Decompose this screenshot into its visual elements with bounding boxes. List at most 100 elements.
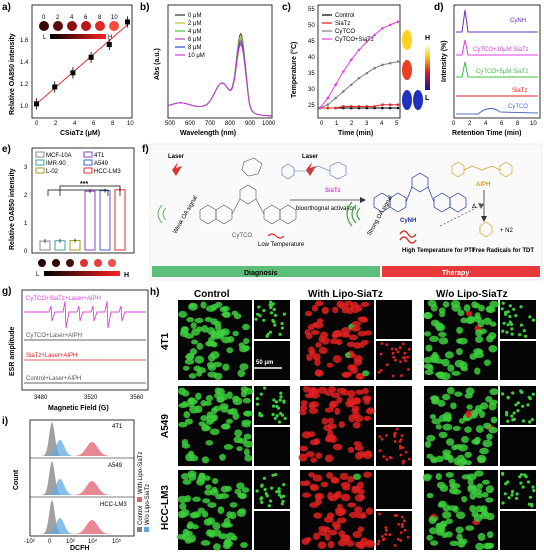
g-lab-1: CyTCO+Laser+AIPH [26,333,82,339]
c-point [381,106,384,110]
d-xticks: 0 2 4 6 8 10 [452,121,537,127]
h-cell [347,476,355,483]
panel-g: g) CyTCO+SiaTz+Laser+AIPH CyTCO+Laser+AI… [2,286,149,412]
panel-e-plot [39,187,126,251]
h-cell [441,532,448,539]
h-cell-small [506,395,510,399]
h-cell [330,338,339,345]
h-cell [479,410,485,419]
f-strong-arc-1 [356,207,361,221]
h-cell [336,396,343,404]
h-cell-small [512,411,516,415]
h-cell [363,471,372,478]
f-laser-2: Laser [302,154,319,160]
h-cell [436,371,446,380]
h-cell [483,422,492,429]
h-cell [222,363,230,371]
h-cell-small [274,473,278,477]
f-bonds [231,198,265,215]
h-cell-small [262,476,266,480]
h-cell-small [399,539,403,542]
h-cell [337,507,347,515]
h-image-green [376,300,412,339]
c-point [334,106,337,110]
h-cell [197,367,206,374]
f-tco-ring [241,157,263,177]
h-cell-small [401,446,405,450]
h-cell [306,353,313,361]
h-cell [305,537,312,542]
h-cell [346,540,355,547]
h-cell [241,487,250,493]
i-leg-swatch-2 [144,527,149,532]
h-cell [476,483,483,489]
h-cell-small [391,351,395,355]
c-leg-2: CyTCO [335,29,355,35]
h-cell [219,453,226,461]
d-lab-3: SiaTz [512,88,527,94]
f-delta: Δ [472,204,476,210]
d-lab-2: CyTCO+5μM SiaTz [476,69,528,75]
c-point [388,106,392,110]
h-cell-small [275,404,279,409]
h-cell [438,337,449,345]
h-cell [355,389,364,395]
e-legend: MCF-10A IMR-90 L-02 4T1 A549 HCC-LM3 [35,151,121,175]
h-cell [324,407,334,413]
h-cell [458,538,468,545]
h-cell [312,322,319,328]
h-cell-small [519,481,523,485]
b-legend: 0 μM 2 μM 4 μM 6 μM 8 μM 10 μM [175,13,205,59]
h-cell-small [510,327,514,331]
f-n2: + N2 [500,228,514,234]
f-cynh: CyNH [400,218,416,224]
h-cell [200,301,207,309]
h-cell-small [400,522,404,526]
h-cell [227,336,235,343]
c-yt-2: 35 [308,71,315,77]
h-cell [430,319,440,327]
h-cell [238,508,247,514]
h-cell-small [506,310,510,314]
h-cell-small [519,473,524,477]
h-cell [184,418,193,425]
c-thermal-0 [402,30,412,50]
h-cell [311,304,319,312]
h-cell [474,470,484,477]
h-cell [233,313,242,320]
h-cell-small [280,321,284,326]
h-cell-small [256,312,260,316]
a-H: H [108,35,112,41]
h-cell [469,505,476,513]
a-xt-5: 10 [127,121,134,127]
h-cell-small [526,480,531,484]
h-cell [327,492,334,500]
g-xt-1: 3520 [84,395,98,401]
h-cell-small [516,401,520,405]
h-cell-small [260,500,264,504]
h-cell [315,498,322,506]
h-cell-small [399,360,402,364]
h-cell-small [382,537,386,541]
h-cell [184,530,193,536]
h-cell [443,412,452,420]
a-fit-line [36,24,128,105]
h-cell [449,540,460,547]
c-point [373,105,376,108]
h-cell [186,523,194,529]
h-cell [216,388,225,396]
h-cell [244,454,253,462]
h-cell-small [378,435,382,438]
h-cell [325,434,332,442]
c-point [349,83,353,87]
h-cell [455,511,466,519]
h-cell [196,342,204,350]
h-cell-small [503,492,507,496]
h-cell [482,479,490,485]
h-cell [473,348,483,355]
b-xt-1: 600 [185,121,196,127]
f-laser-1: Laser [168,154,185,160]
h-cell [308,472,315,478]
h-cell [423,311,432,320]
f-laser-icon-2 [306,162,316,176]
